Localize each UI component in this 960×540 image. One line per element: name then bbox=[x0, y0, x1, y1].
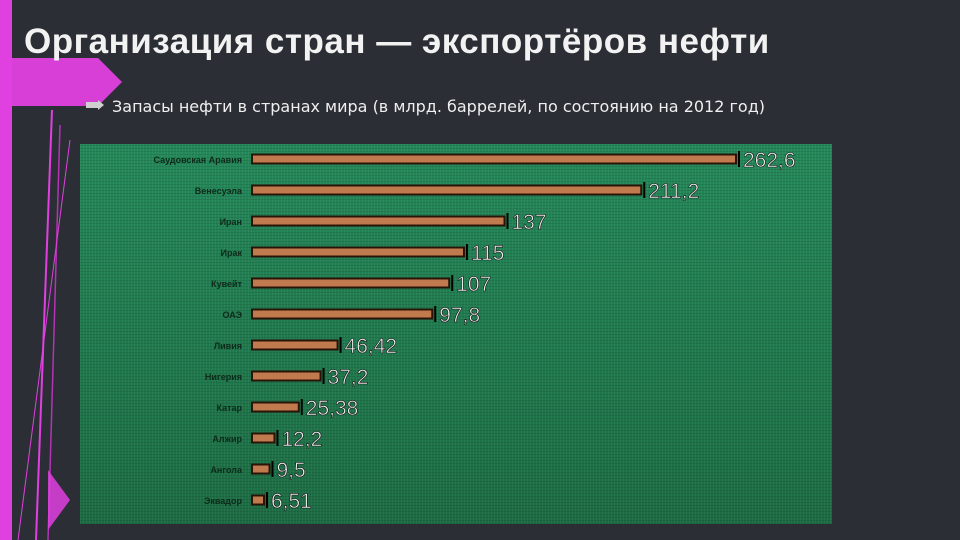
bar bbox=[251, 401, 300, 413]
value-label: 262,6 bbox=[743, 149, 796, 172]
category-label: ОАЭ bbox=[223, 310, 243, 320]
category-label: Катар bbox=[216, 403, 242, 413]
bar bbox=[251, 432, 276, 444]
value-label: 9,5 bbox=[277, 459, 306, 482]
accent-line-1 bbox=[35, 109, 53, 540]
category-label: Алжир bbox=[212, 434, 242, 444]
category-label: Венесуэла bbox=[195, 186, 243, 196]
bar bbox=[251, 339, 339, 351]
bar bbox=[251, 494, 265, 506]
value-label: 37,2 bbox=[328, 366, 369, 389]
value-label: 211,2 bbox=[648, 180, 699, 203]
bar bbox=[251, 215, 506, 227]
value-label: 107 bbox=[456, 273, 491, 296]
bar bbox=[251, 246, 465, 258]
arrow-bullet-icon bbox=[86, 100, 104, 110]
category-label: Ливия bbox=[214, 341, 242, 351]
bar bbox=[251, 308, 434, 320]
category-label: Ирак bbox=[221, 248, 243, 258]
value-label: 12,2 bbox=[281, 428, 322, 451]
accent-triangle bbox=[48, 470, 70, 530]
accent-line-3 bbox=[17, 139, 71, 540]
bar bbox=[251, 370, 322, 382]
value-label: 25,38 bbox=[306, 397, 359, 420]
value-label: 115 bbox=[471, 242, 504, 265]
category-label: Эквадор bbox=[204, 496, 243, 506]
bullet-item: Запасы нефти в странах мира (в млрд. бар… bbox=[86, 96, 786, 117]
value-label: 97,8 bbox=[439, 304, 480, 327]
slide-title: Организация стран — экспортёров нефти bbox=[24, 22, 770, 61]
category-label: Нигерия bbox=[205, 372, 242, 382]
value-label: 46,42 bbox=[345, 335, 398, 358]
accent-line-2 bbox=[47, 124, 61, 540]
category-label: Иран bbox=[220, 217, 242, 227]
bullet-text: Запасы нефти в странах мира (в млрд. бар… bbox=[112, 97, 765, 116]
oil-reserves-bar-chart: Саудовская Аравия 262,6 Венесуэла 211,2 Иран… bbox=[153, 149, 796, 514]
bar bbox=[251, 463, 271, 475]
category-label: Саудовская Аравия bbox=[153, 155, 242, 165]
value-label: 137 bbox=[512, 211, 547, 234]
bar bbox=[251, 184, 643, 196]
category-label: Кувейт bbox=[211, 279, 242, 289]
bar bbox=[251, 153, 737, 165]
value-label: 6,51 bbox=[271, 490, 312, 513]
category-label: Ангола bbox=[210, 465, 243, 475]
bar bbox=[251, 277, 451, 289]
accent-bar-left bbox=[0, 0, 12, 540]
chart-panel: Саудовская Аравия 262,6 Венесуэла 211,2 Иран… bbox=[80, 144, 832, 524]
